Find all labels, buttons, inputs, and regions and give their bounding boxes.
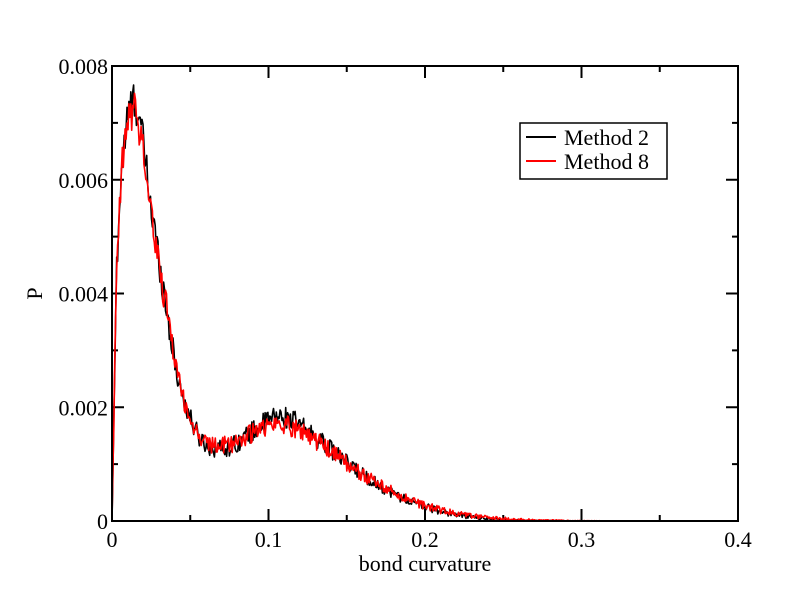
y-tick-label: 0.004 <box>59 282 109 307</box>
y-axis-label: P <box>22 287 47 299</box>
plot-frame <box>111 65 739 522</box>
legend-label-method-8: Method 8 <box>564 149 649 174</box>
y-tick-label: 0 <box>97 509 108 534</box>
x-tick-label: 0.2 <box>411 527 439 552</box>
y-tick-label: 0.008 <box>59 54 109 79</box>
x-tick-label: 0.4 <box>724 527 752 552</box>
x-tick-labels: 0 0.1 0.2 0.3 0.4 <box>107 527 752 552</box>
series-line-method-8 <box>111 92 613 522</box>
legend-label-method-2: Method 2 <box>564 125 649 150</box>
x-tick-label: 0 <box>107 527 118 552</box>
x-tick-label: 0.3 <box>568 527 596 552</box>
y-tick-label: 0.002 <box>59 395 109 420</box>
legend-box <box>519 122 668 180</box>
x-tick-label: 0.1 <box>255 527 283 552</box>
y-tick-label: 0.006 <box>59 168 109 193</box>
y-tick-labels: 0 0.002 0.004 0.006 0.008 <box>59 54 109 534</box>
legend: Method 2 Method 8 <box>519 122 668 180</box>
x-axis-label: bond curvature <box>359 551 492 576</box>
